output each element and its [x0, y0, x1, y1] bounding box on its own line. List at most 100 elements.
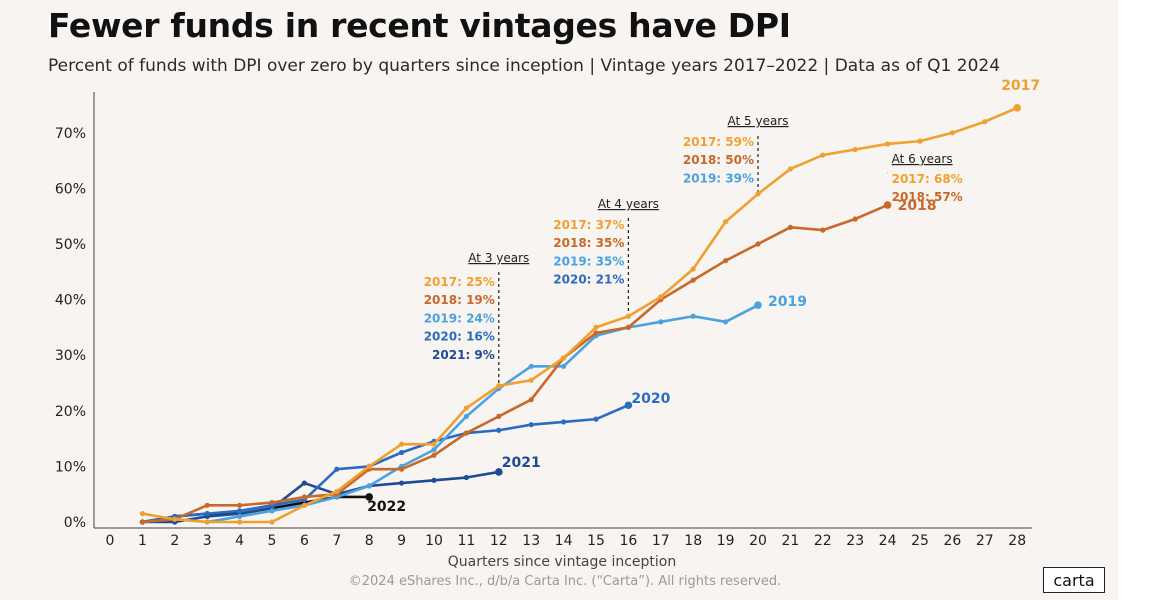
chart-card: Fewer funds in recent vintages have DPI … — [0, 0, 1118, 600]
data-point-2020 — [496, 427, 502, 433]
data-point-2018 — [690, 277, 696, 283]
data-point-2017 — [172, 516, 178, 522]
data-point-2020 — [334, 466, 340, 472]
data-point-2019 — [754, 301, 762, 309]
data-point-2021 — [301, 480, 307, 486]
data-point-2018 — [204, 502, 210, 508]
data-point-2017 — [399, 441, 405, 447]
data-point-2018 — [301, 494, 307, 500]
x-tick-label: 12 — [490, 533, 508, 549]
x-tick-label: 17 — [652, 533, 670, 549]
data-point-2018 — [820, 227, 826, 233]
x-tick-label: 26 — [943, 533, 961, 549]
x-tick-label: 16 — [619, 533, 637, 549]
x-tick-label: 5 — [268, 533, 277, 549]
data-point-2019 — [561, 363, 567, 369]
x-tick-label: 2 — [170, 533, 179, 549]
series-line-2019 — [141, 303, 760, 524]
y-tick-label: 20% — [55, 404, 86, 420]
data-point-2017 — [852, 146, 858, 153]
data-point-2018 — [463, 430, 469, 436]
data-point-2017 — [334, 488, 340, 495]
data-point-2021 — [399, 480, 405, 486]
annotation-value-label: 2017: 37% — [553, 218, 624, 232]
data-point-2019 — [269, 508, 275, 514]
x-tick-label: 28 — [1008, 533, 1026, 549]
data-point-2018 — [528, 397, 534, 403]
data-point-2020 — [528, 422, 534, 428]
x-tick-label: 11 — [457, 533, 475, 549]
x-tick-label: 23 — [846, 533, 864, 549]
data-point-2019 — [528, 363, 534, 369]
chart-title: Fewer funds in recent vintages have DPI — [48, 6, 791, 45]
series-end-label-2022: 2022 — [367, 499, 406, 515]
data-point-2017 — [690, 266, 696, 272]
x-tick-label: 3 — [203, 533, 212, 549]
x-tick-label: 7 — [332, 533, 341, 549]
data-point-2017 — [366, 463, 372, 469]
x-axis-title: Quarters since vintage inception — [448, 554, 677, 570]
data-point-2017 — [949, 130, 956, 136]
x-tick-label: 13 — [522, 533, 540, 549]
x-tick-label: 27 — [976, 533, 994, 549]
data-point-2017 — [204, 519, 210, 525]
data-point-2019 — [237, 513, 243, 520]
data-point-2017 — [625, 313, 632, 319]
annotation-value-label: 2017: 59% — [683, 135, 754, 149]
annotation-heading: At 5 years — [728, 114, 789, 128]
data-point-2018 — [883, 201, 892, 209]
y-tick-label: 30% — [55, 348, 86, 364]
data-point-2018 — [399, 466, 405, 472]
x-tick-label: 0 — [106, 533, 115, 549]
y-tick-label: 70% — [55, 126, 86, 142]
x-tick-label: 1 — [138, 533, 147, 549]
annotation-value-label: 2019: 24% — [424, 311, 495, 325]
data-point-2018 — [787, 224, 794, 230]
data-point-2017 — [269, 519, 275, 525]
annotation-value-label: 2017: 25% — [424, 275, 495, 289]
annotation-value-label: 2019: 35% — [553, 254, 624, 268]
annotation-value-label: 2017: 68% — [892, 172, 963, 186]
data-point-2017 — [431, 441, 437, 447]
x-tick-label: 14 — [555, 533, 573, 549]
x-tick-label: 20 — [749, 533, 767, 549]
y-tick-label: 10% — [55, 459, 86, 475]
annotation-value-label: 2021: 9% — [432, 348, 495, 362]
series-end-label-2020: 2020 — [631, 391, 670, 407]
y-tick-label: 40% — [55, 293, 86, 309]
x-tick-label: 24 — [879, 533, 897, 549]
data-point-2017 — [917, 138, 923, 144]
series-end-label-2021: 2021 — [502, 455, 541, 471]
data-point-2017 — [561, 355, 567, 361]
data-point-2017 — [787, 166, 794, 172]
data-point-2017 — [658, 294, 664, 300]
data-point-2018 — [496, 413, 502, 419]
data-point-2020 — [561, 419, 567, 425]
y-tick-label: 0% — [64, 515, 86, 531]
carta-logo: carta — [1043, 567, 1105, 593]
data-point-2019 — [463, 413, 469, 419]
series-line-2018 — [141, 203, 889, 524]
x-tick-label: 9 — [397, 533, 406, 549]
data-point-2018 — [269, 499, 275, 506]
data-point-2018 — [237, 502, 243, 508]
annotation-value-label: 2020: 21% — [553, 273, 624, 287]
annotation-value-label: 2018: 57% — [892, 190, 963, 204]
series-line-2020 — [141, 403, 630, 524]
x-tick-label: 25 — [911, 533, 929, 549]
data-point-2017 — [593, 324, 599, 330]
data-point-2017 — [301, 502, 307, 508]
data-point-2017 — [237, 519, 243, 525]
data-point-2020 — [593, 416, 599, 422]
data-point-2020 — [204, 511, 210, 517]
data-point-2019 — [366, 483, 372, 489]
data-point-2021 — [495, 468, 503, 476]
y-tick-label: 60% — [55, 181, 86, 197]
annotation-value-label: 2018: 50% — [683, 153, 754, 167]
x-tick-label: 19 — [717, 533, 735, 549]
data-point-2022 — [365, 493, 374, 501]
annotation-heading: At 4 years — [598, 197, 659, 211]
y-tick-label: 50% — [55, 237, 86, 253]
copyright-footer: ©2024 eShares Inc., d/b/a Carta Inc. (“C… — [348, 574, 782, 589]
data-point-2018 — [852, 216, 858, 222]
